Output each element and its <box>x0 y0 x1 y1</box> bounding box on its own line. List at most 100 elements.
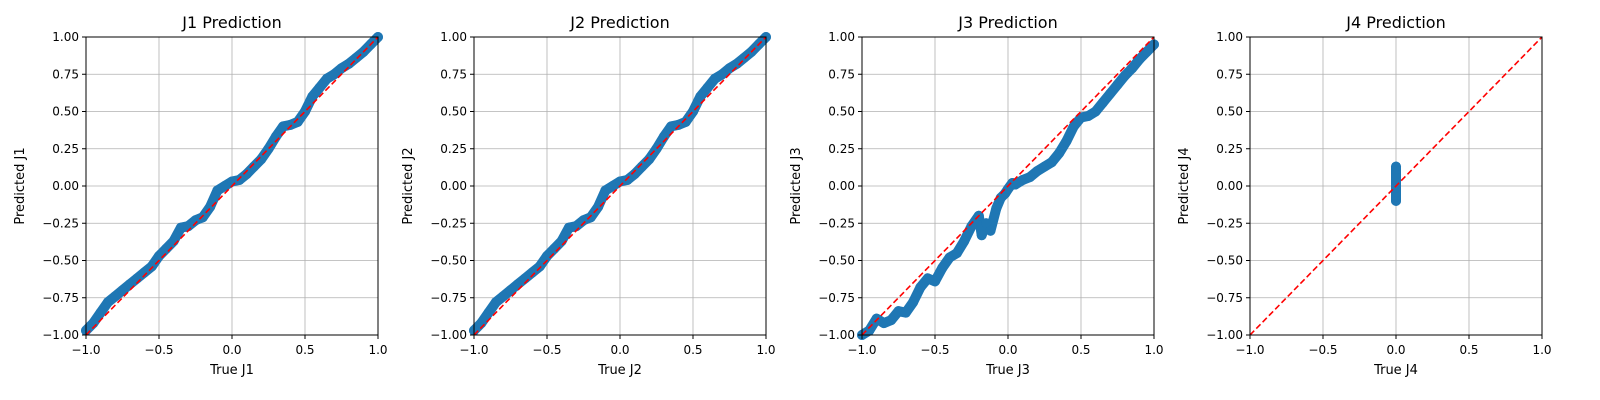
y-tick-label: 1.00 <box>440 30 467 44</box>
scatter-point <box>959 236 970 247</box>
scatter-point <box>951 248 962 259</box>
x-tick-label: 1.0 <box>1144 343 1163 357</box>
y-tick-label: 0.50 <box>440 105 467 119</box>
scatter-point <box>314 82 325 93</box>
scatter-point <box>731 58 742 69</box>
y-tick-label: 0.50 <box>828 105 855 119</box>
scatter-point <box>991 203 1002 214</box>
x-ticks: −1.0 −0.5 0.0 0.5 1.0 <box>71 335 388 357</box>
scatter-point <box>534 261 545 272</box>
y-tick-label: −0.25 <box>1206 216 1243 230</box>
identity-line <box>473 36 767 336</box>
scatter-point <box>329 69 340 80</box>
y-tick-label: 1.00 <box>52 30 79 44</box>
y-tick-label: 0.00 <box>440 179 467 193</box>
scatter-point <box>702 82 713 93</box>
scatter-point <box>607 181 618 191</box>
scatter-point <box>292 116 303 127</box>
scatter-point <box>1134 54 1145 65</box>
scatter-point <box>636 161 647 172</box>
scatter-point <box>490 297 501 308</box>
x-tick-label: 1.0 <box>368 343 387 357</box>
scatter-point <box>1061 136 1072 147</box>
y-tick-label: −1.00 <box>42 328 79 342</box>
scatter-point <box>1141 46 1152 57</box>
scatter-point <box>871 313 882 324</box>
scatter-point <box>1024 172 1035 183</box>
reference-line <box>85 36 379 336</box>
scatter-point <box>944 252 955 263</box>
x-tick-label: 1.0 <box>756 343 775 357</box>
scatter-point <box>600 185 611 196</box>
y-ticks: −1.00 −0.75 −0.50 −0.25 0.00 0.25 0.50 0.75 1.00 <box>1206 30 1250 342</box>
scatter-point <box>622 175 633 186</box>
x-tick-label: −0.5 <box>1308 343 1337 357</box>
reference-line <box>473 36 767 336</box>
x-tick-label: 0.0 <box>1386 343 1405 357</box>
x-axis-label: True J1 <box>209 363 254 378</box>
scatter-point <box>1046 157 1057 168</box>
scatter-point <box>1010 179 1021 190</box>
scatter-point <box>908 297 919 308</box>
scatter-point <box>483 307 494 318</box>
scatter-point <box>585 212 596 223</box>
x-axis-label: True J4 <box>1373 363 1418 378</box>
x-ticks: −1.0 −0.5 0.0 0.5 1.0 <box>459 335 776 357</box>
y-tick-label: −0.25 <box>42 216 79 230</box>
scatter-point <box>1068 121 1079 132</box>
y-tick-label: −0.25 <box>430 216 467 230</box>
y-tick-label: −0.75 <box>1206 291 1243 305</box>
scatter-point <box>1112 79 1123 90</box>
scatter-point <box>505 285 516 296</box>
x-axis-label: True J3 <box>985 363 1030 378</box>
chart-title: J1 Prediction <box>181 13 281 32</box>
scatter-point <box>864 325 875 336</box>
scatter-point <box>498 291 509 302</box>
scatter-point <box>644 154 655 165</box>
scatter-point <box>937 262 948 273</box>
y-axis-label: Predicted J4 <box>1177 147 1192 224</box>
scatter-point <box>110 291 121 302</box>
y-tick-label: −0.75 <box>818 291 855 305</box>
y-axis-label: Predicted J3 <box>789 147 804 224</box>
x-tick-label: 0.5 <box>683 343 702 357</box>
x-tick-label: −1.0 <box>1235 343 1264 357</box>
scatter-point <box>985 225 996 236</box>
x-tick-label: 0.0 <box>998 343 1017 357</box>
y-tick-label: −1.00 <box>818 328 855 342</box>
x-tick-label: −1.0 <box>71 343 100 357</box>
y-tick-label: −0.50 <box>42 254 79 268</box>
chart-title: J2 Prediction <box>569 13 669 32</box>
scatter-point <box>219 181 230 191</box>
y-tick-label: −0.75 <box>430 291 467 305</box>
y-ticks: −1.00 −0.75 −0.50 −0.25 0.00 0.25 0.50 0.75 1.00 <box>430 30 474 342</box>
scatter-point <box>1083 110 1094 121</box>
identity-line <box>861 36 1155 336</box>
panel-j3: −1.0 −0.5 0.0 0.5 1.0 −1.00 −0.75 −0.50 −0.25 0.… <box>789 13 1164 378</box>
scatter-point <box>321 73 332 84</box>
scatter-point <box>351 52 362 63</box>
scatter-point <box>527 267 538 278</box>
scatter-point <box>542 251 552 262</box>
scatter-point <box>900 307 911 318</box>
scatter-point <box>117 285 128 296</box>
scatter-points <box>1391 161 1401 206</box>
scatter-point <box>234 175 245 186</box>
y-ticks: −1.00 −0.75 −0.50 −0.25 0.00 0.25 0.50 0.75 1.00 <box>818 30 862 342</box>
y-tick-label: 0.50 <box>52 105 79 119</box>
y-tick-label: −0.50 <box>1206 254 1243 268</box>
identity-line <box>1249 36 1543 336</box>
y-tick-label: 0.25 <box>828 142 855 156</box>
panel-j4: −1.0 −0.5 0.0 0.5 1.0 −1.00 −0.75 −0.50 −0.25 0.… <box>1177 13 1552 378</box>
chart-title: J3 Prediction <box>957 13 1057 32</box>
scatter-points <box>469 32 771 336</box>
scatter-point <box>205 201 216 212</box>
y-tick-label: 0.25 <box>440 142 467 156</box>
y-tick-label: −0.25 <box>818 216 855 230</box>
scatter-point <box>197 212 208 223</box>
y-tick-label: 0.25 <box>52 142 79 156</box>
y-tick-label: −0.75 <box>42 291 79 305</box>
y-tick-label: 1.00 <box>828 30 855 44</box>
